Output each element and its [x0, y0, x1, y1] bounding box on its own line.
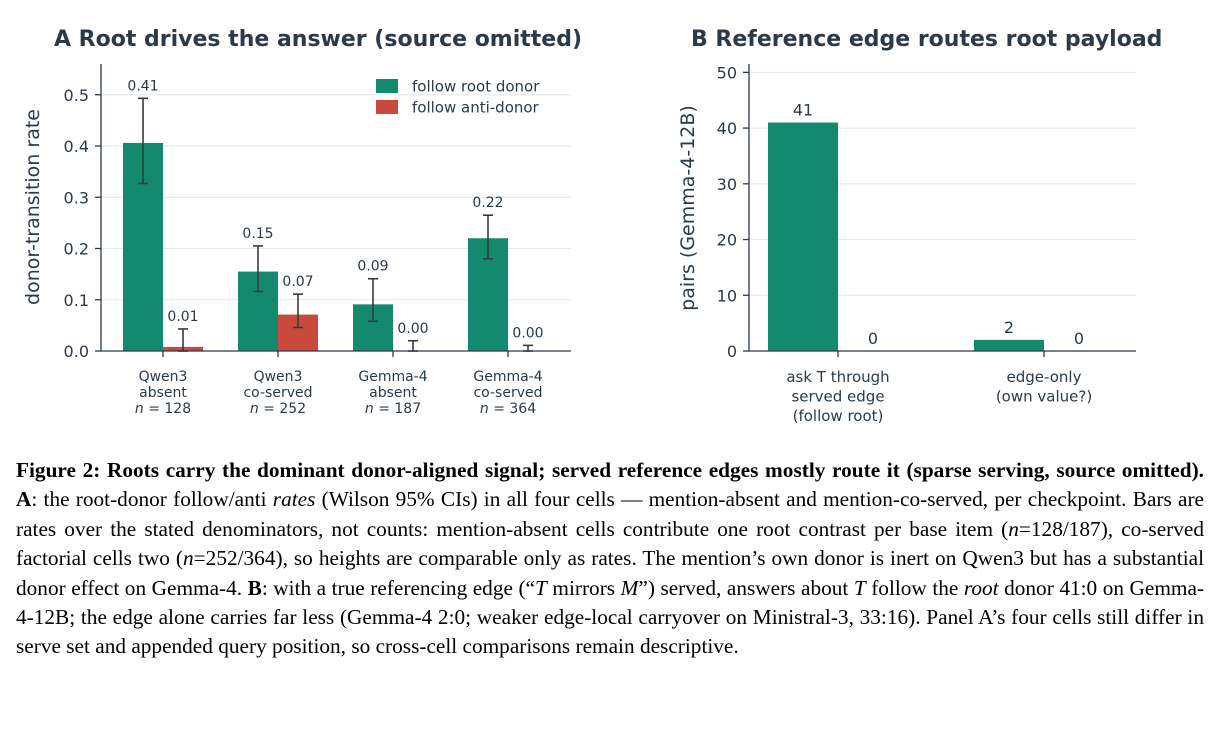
caption-text: : the root-donor follow/anti	[31, 487, 273, 512]
legend-label-anti: follow anti-donor	[412, 99, 540, 117]
panel-a-title: A Root drives the answer (source omitted…	[54, 27, 582, 52]
panel-a: A Root drives the answer (source omitted…	[22, 27, 582, 417]
data-label: 0.00	[512, 325, 543, 341]
caption-math-m: M	[620, 575, 639, 600]
x-tick-label: Qwen3	[254, 369, 303, 385]
y-tick-label: 50	[717, 63, 737, 82]
y-tick-label: 20	[717, 231, 737, 250]
caption-emphasis: root	[963, 575, 999, 600]
panel-a-legend: follow root donor follow anti-donor	[376, 78, 540, 117]
legend-swatch-anti	[376, 100, 398, 114]
data-label: 2	[1004, 318, 1014, 337]
x-tick-label: Qwen3	[139, 369, 188, 385]
data-label: 0.00	[397, 321, 428, 337]
x-tick-label: (own value?)	[996, 388, 1092, 406]
caption-text: donor 41:0 on Gemma-4-12B; the edge alon…	[16, 575, 1205, 659]
y-tick-label: 0	[727, 342, 737, 361]
x-tick-label: n = 128	[135, 401, 191, 417]
data-label: 0.41	[127, 78, 158, 94]
data-label: 0.07	[282, 274, 313, 290]
x-tick-label: served edge	[791, 388, 884, 406]
x-tick-label: co-served	[243, 385, 312, 401]
panel-a-y-axis-label: donor-transition rate	[22, 109, 44, 305]
data-label: 0.22	[472, 195, 503, 211]
data-label: 0	[1074, 329, 1084, 348]
caption-text: (Wilson 95% CIs) in all four cells — men…	[16, 487, 1205, 541]
caption-panel-b-label: B	[247, 575, 262, 600]
y-tick-label: 10	[717, 286, 737, 305]
panel-b-title: B Reference edge routes root payload	[691, 27, 1162, 52]
x-tick-label: absent	[369, 385, 417, 401]
panel-b-y-axis-label: pairs (Gemma-4-12B)	[677, 105, 699, 311]
legend-swatch-root	[376, 79, 398, 93]
y-tick-label: 0.4	[64, 137, 89, 156]
x-tick-label: (follow root)	[793, 407, 884, 425]
data-label: 0.15	[242, 226, 273, 242]
caption-text: follow the	[865, 575, 964, 600]
data-label: 41	[793, 101, 813, 120]
caption-text: =128/187), co-served factorial cells two…	[16, 516, 1204, 571]
caption-figure-label: Figure 2:	[16, 458, 101, 482]
y-tick-label: 30	[717, 175, 737, 194]
bar	[974, 339, 1044, 351]
x-tick-label: absent	[139, 385, 187, 401]
x-tick-label: co-served	[473, 385, 542, 401]
caption-panel-a-label: A	[16, 487, 32, 512]
x-tick-label: ask T through	[786, 368, 889, 386]
y-tick-label: 0.2	[64, 240, 89, 259]
caption-math-n: n	[183, 546, 194, 571]
figure-caption: Figure 2: Roots carry the dominant donor…	[16, 456, 1204, 662]
data-label: 0	[868, 329, 878, 348]
data-label: 0.01	[167, 309, 198, 325]
y-tick-label: 40	[717, 119, 737, 138]
caption-bold-title: Roots carry the dominant donor-aligned s…	[107, 458, 1204, 482]
x-tick-label: Gemma-4	[473, 369, 542, 385]
caption-text: =252/364), so heights are comparable onl…	[16, 546, 1204, 600]
x-tick-label: Gemma-4	[358, 369, 427, 385]
x-tick-label: n = 364	[480, 401, 536, 417]
y-tick-label: 0.0	[64, 342, 89, 361]
x-tick-label: edge-only	[1007, 368, 1082, 386]
figure-2: A Root drives the answer (source omitted…	[22, 27, 1162, 425]
legend-label-root: follow root donor	[412, 78, 540, 96]
x-tick-label: n = 252	[250, 401, 306, 417]
panel-b: B Reference edge routes root payload pai…	[677, 27, 1162, 425]
caption-text: mirrors	[546, 575, 621, 600]
y-tick-label: 0.3	[64, 188, 89, 207]
caption-text: ”) served, answers about	[638, 575, 854, 600]
bar	[768, 122, 838, 352]
y-tick-label: 0.1	[64, 291, 89, 310]
y-tick-label: 0.5	[64, 86, 89, 105]
data-label: 0.09	[357, 259, 388, 275]
x-tick-label: n = 187	[365, 401, 421, 417]
caption-math-t: T	[853, 575, 866, 600]
caption-math-t: T	[535, 575, 547, 600]
caption-text: : with a true referencing edge (“	[261, 575, 536, 600]
caption-math-n: n	[1008, 516, 1019, 541]
caption-emphasis: rates	[272, 487, 316, 512]
